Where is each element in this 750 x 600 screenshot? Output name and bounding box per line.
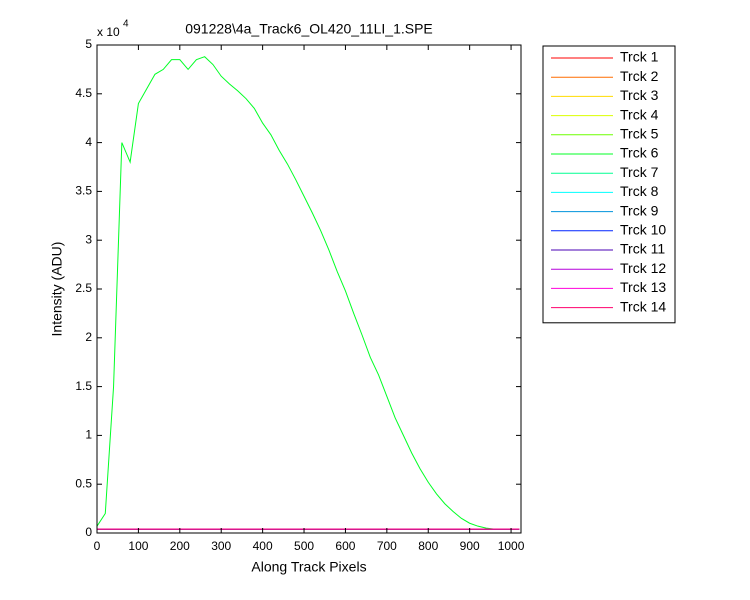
y-tick-label: 3 xyxy=(85,232,92,246)
x-tick-label: 200 xyxy=(170,539,190,553)
legend-label: Trck 1 xyxy=(620,49,659,65)
y-tick-label: 1 xyxy=(85,428,92,442)
legend-box xyxy=(542,45,676,324)
chart-title: 091228\4a_Track6_OL420_11LI_1.SPE xyxy=(185,21,433,37)
legend-label: Trck 12 xyxy=(620,260,666,276)
y-tick-label: 3.5 xyxy=(75,184,92,198)
x-tick-label: 0 xyxy=(94,539,101,553)
y-tick-label: 4 xyxy=(85,135,92,149)
legend-label: Trck 13 xyxy=(620,279,666,295)
legend-label: Trck 3 xyxy=(620,87,659,103)
y-tick-label: 2 xyxy=(85,330,92,344)
legend-label: Trck 2 xyxy=(620,68,659,84)
y-tick-label: 4.5 xyxy=(75,86,92,100)
data-line xyxy=(97,56,520,530)
y-tick-label: 5 xyxy=(85,37,92,51)
x-tick-label: 500 xyxy=(294,539,314,553)
x-tick-label: 100 xyxy=(128,539,148,553)
y-tick-label: 0 xyxy=(85,525,92,539)
y-tick-label: 1.5 xyxy=(75,379,92,393)
y-multiplier: x 10 xyxy=(97,25,120,39)
y-axis-label: Intensity (ADU) xyxy=(49,242,65,337)
legend-label: Trck 5 xyxy=(620,126,659,142)
legend-label: Trck 9 xyxy=(620,202,659,218)
x-tick-label: 600 xyxy=(335,539,355,553)
x-tick-label: 400 xyxy=(253,539,273,553)
legend-label: Trck 11 xyxy=(620,241,665,257)
x-tick-label: 300 xyxy=(211,539,231,553)
y-exponent: 4 xyxy=(123,19,129,30)
legend-label: Trck 8 xyxy=(620,183,659,199)
x-tick-label: 900 xyxy=(460,539,480,553)
legend-label: Trck 7 xyxy=(620,164,659,180)
x-tick-label: 800 xyxy=(418,539,438,553)
legend-label: Trck 4 xyxy=(620,106,659,122)
x-axis-label: Along Track Pixels xyxy=(251,559,366,575)
y-tick-label: 2.5 xyxy=(75,281,92,295)
legend-label: Trck 14 xyxy=(620,298,666,314)
x-tick-label: 1000 xyxy=(498,539,525,553)
legend-label: Trck 10 xyxy=(620,222,666,238)
y-tick-label: 0.5 xyxy=(75,476,92,490)
legend-label: Trck 6 xyxy=(620,145,659,161)
x-tick-label: 700 xyxy=(377,539,397,553)
